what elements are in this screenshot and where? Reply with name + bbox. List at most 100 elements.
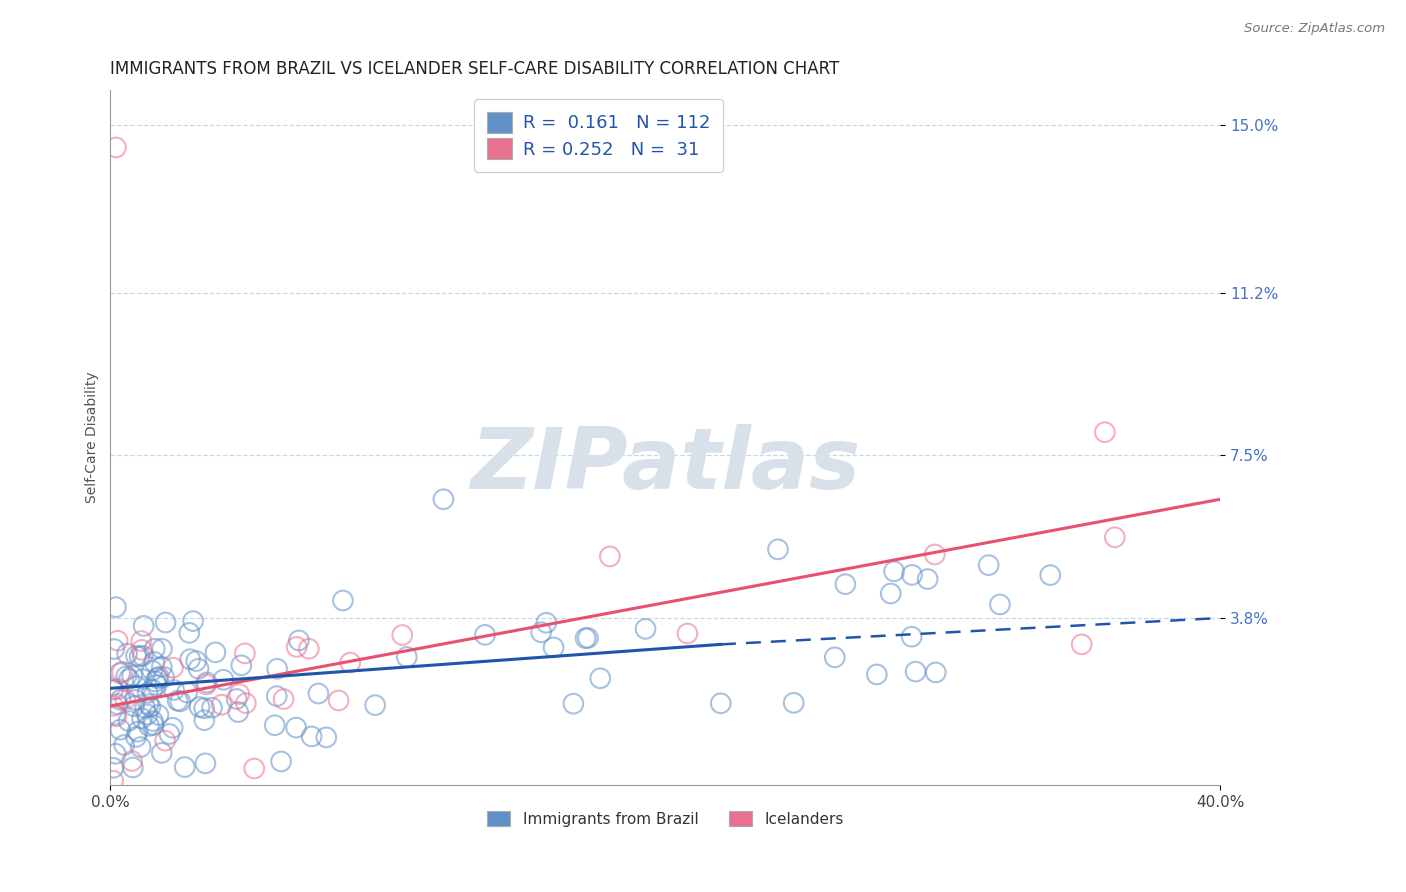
- Point: [576, 631, 599, 645]
- Point: [187, 662, 209, 676]
- Point: [145, 674, 167, 689]
- Point: [676, 626, 699, 640]
- Point: [107, 633, 129, 648]
- Point: [143, 655, 166, 669]
- Point: [1104, 530, 1126, 544]
- Point: [201, 700, 224, 714]
- Point: [315, 731, 337, 745]
- Point: [883, 564, 905, 578]
- Point: [108, 666, 131, 681]
- Point: [111, 665, 134, 679]
- Point: [107, 682, 129, 697]
- Point: [118, 672, 141, 686]
- Point: [124, 693, 146, 707]
- Point: [134, 701, 156, 715]
- Point: [139, 699, 162, 714]
- Point: [285, 640, 308, 654]
- Point: [104, 707, 127, 722]
- Point: [599, 549, 621, 564]
- Point: [193, 701, 215, 715]
- Point: [143, 641, 166, 656]
- Point: [131, 643, 153, 657]
- Point: [194, 756, 217, 771]
- Point: [917, 572, 939, 586]
- Point: [273, 692, 295, 706]
- Point: [574, 631, 596, 645]
- Point: [364, 698, 387, 713]
- Point: [710, 696, 733, 710]
- Point: [228, 687, 250, 701]
- Point: [195, 675, 218, 690]
- Point: [1094, 425, 1116, 440]
- Point: [153, 733, 176, 747]
- Point: [145, 678, 167, 692]
- Point: [307, 686, 329, 700]
- Point: [166, 694, 188, 708]
- Point: [163, 682, 186, 697]
- Point: [110, 692, 132, 706]
- Point: [332, 593, 354, 607]
- Point: [339, 656, 361, 670]
- Point: [122, 699, 145, 714]
- Point: [103, 761, 125, 775]
- Point: [103, 698, 125, 713]
- Point: [150, 746, 173, 760]
- Legend: Immigrants from Brazil, Icelanders: Immigrants from Brazil, Icelanders: [481, 805, 849, 833]
- Point: [110, 723, 132, 737]
- Point: [150, 641, 173, 656]
- Point: [150, 660, 173, 674]
- Point: [115, 647, 138, 661]
- Point: [782, 696, 804, 710]
- Point: [103, 642, 125, 657]
- Point: [562, 697, 585, 711]
- Point: [212, 673, 235, 687]
- Point: [266, 662, 288, 676]
- Point: [136, 707, 159, 722]
- Text: Source: ZipAtlas.com: Source: ZipAtlas.com: [1244, 22, 1385, 36]
- Point: [243, 762, 266, 776]
- Point: [105, 709, 128, 723]
- Point: [153, 670, 176, 684]
- Point: [132, 648, 155, 663]
- Point: [141, 682, 163, 697]
- Point: [179, 625, 201, 640]
- Point: [115, 669, 138, 683]
- Point: [298, 641, 321, 656]
- Point: [834, 577, 856, 591]
- Point: [543, 640, 565, 655]
- Point: [766, 542, 789, 557]
- Point: [204, 645, 226, 659]
- Point: [121, 669, 143, 683]
- Point: [432, 492, 454, 507]
- Point: [186, 654, 208, 668]
- Point: [138, 697, 160, 711]
- Point: [233, 646, 256, 660]
- Point: [155, 615, 177, 630]
- Y-axis label: Self-Care Disability: Self-Care Disability: [86, 372, 100, 503]
- Point: [226, 705, 249, 719]
- Point: [103, 682, 125, 697]
- Point: [162, 721, 184, 735]
- Point: [634, 622, 657, 636]
- Point: [129, 739, 152, 754]
- Point: [142, 718, 165, 732]
- Point: [391, 628, 413, 642]
- Point: [263, 718, 285, 732]
- Point: [162, 661, 184, 675]
- Point: [104, 747, 127, 761]
- Point: [901, 568, 924, 582]
- Point: [179, 652, 201, 666]
- Point: [125, 730, 148, 744]
- Point: [114, 692, 136, 706]
- Point: [121, 760, 143, 774]
- Point: [129, 634, 152, 648]
- Point: [105, 697, 128, 711]
- Point: [128, 649, 150, 664]
- Point: [824, 650, 846, 665]
- Point: [1070, 637, 1092, 651]
- Point: [157, 727, 180, 741]
- Point: [904, 665, 927, 679]
- Point: [977, 558, 1000, 573]
- Point: [285, 721, 308, 735]
- Point: [225, 692, 247, 706]
